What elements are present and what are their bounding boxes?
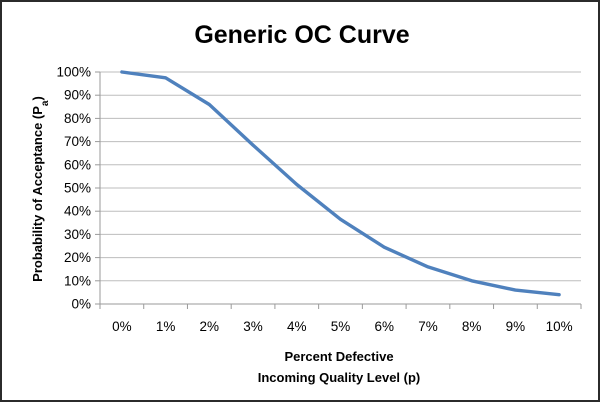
y-tick-label: 30% bbox=[64, 227, 91, 242]
series-line bbox=[120, 70, 561, 297]
chart-title: Generic OC Curve bbox=[194, 21, 409, 49]
y-axis-label-subscript: a bbox=[40, 100, 51, 106]
data-point bbox=[426, 265, 430, 269]
y-axis-label-text: Probability of Acceptance (P bbox=[30, 106, 45, 282]
data-point bbox=[251, 143, 255, 147]
x-tick-label: 1% bbox=[156, 319, 176, 334]
data-point bbox=[383, 245, 386, 249]
series-layer bbox=[120, 70, 561, 297]
x-tick-label: 3% bbox=[243, 319, 263, 334]
y-axis-label: Probability of Acceptance (Pa) bbox=[30, 96, 51, 282]
y-axis-label-suffix: ) bbox=[30, 96, 45, 100]
y-tick-label: 100% bbox=[56, 65, 91, 80]
x-axis-label-line-2: Incoming Quality Level (p) bbox=[258, 370, 421, 385]
x-tick-label: 9% bbox=[506, 319, 526, 334]
x-axis-label-line-1: Percent Defective bbox=[284, 349, 393, 364]
y-tick-label: 40% bbox=[64, 204, 91, 219]
x-tick-label: 6% bbox=[374, 319, 394, 334]
x-tick-label: 0% bbox=[112, 319, 132, 334]
data-point bbox=[339, 218, 342, 221]
y-tick-label: 10% bbox=[64, 273, 91, 288]
axes bbox=[95, 71, 582, 309]
data-point bbox=[295, 183, 298, 186]
gridlines bbox=[100, 71, 581, 282]
data-point bbox=[120, 70, 124, 74]
x-tick-label: 7% bbox=[418, 319, 438, 334]
data-point bbox=[164, 76, 167, 80]
x-tick-label: 8% bbox=[462, 319, 482, 334]
y-tick-label: 60% bbox=[64, 157, 91, 172]
x-tick-label: 5% bbox=[331, 319, 351, 334]
y-tick-label: 70% bbox=[64, 134, 91, 149]
x-tick-labels: 0% 1% 2% 3% 4% 5% 6% 7% 8% 9% 10% bbox=[112, 319, 573, 334]
y-tick-label: 50% bbox=[64, 181, 91, 196]
x-tick-label: 2% bbox=[200, 319, 220, 334]
data-point bbox=[514, 288, 517, 292]
y-tick-labels: 0% 10% 20% 30% 40% 50% 60% 70% 80% 90% 100% bbox=[56, 65, 91, 312]
data-point bbox=[208, 103, 211, 106]
y-tick-label: 90% bbox=[64, 88, 91, 103]
x-tick-label: 10% bbox=[546, 319, 573, 334]
data-point bbox=[557, 293, 561, 296]
y-tick-label: 0% bbox=[71, 297, 91, 312]
x-tick-label: 4% bbox=[287, 319, 307, 334]
data-point bbox=[470, 279, 473, 282]
y-tick-label: 80% bbox=[64, 111, 91, 126]
y-tick-label: 20% bbox=[64, 250, 91, 265]
